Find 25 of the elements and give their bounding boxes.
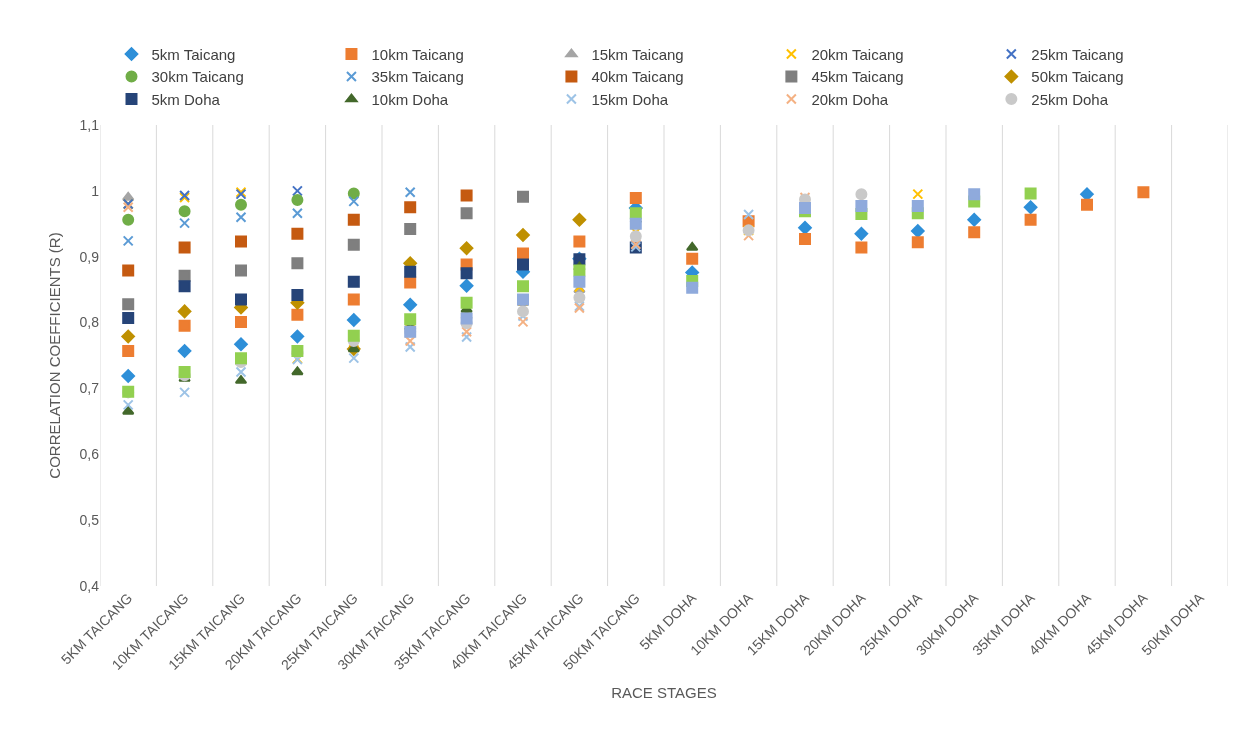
legend-label: 10km Taicang [371, 45, 464, 63]
legend-label: 5km Doha [151, 90, 221, 108]
legend-label: 15km Doha [591, 90, 669, 108]
y-tick-label: 0,9 [79, 248, 100, 265]
y-tick-label: 0,8 [79, 314, 100, 331]
y-tick-label: 0,6 [79, 446, 100, 463]
y-tick-label: 0,4 [79, 577, 100, 594]
y-tick-label: 0,7 [79, 380, 100, 397]
legend-label: 5km Taicang [151, 45, 236, 63]
legend-label: 15km Taicang [591, 45, 684, 63]
legend-label: 45km Taicang [811, 68, 904, 86]
legend-label: 30km Taicang [151, 68, 244, 86]
legend-label: 20km Taicang [811, 45, 904, 63]
y-tick-label: 1 [91, 182, 100, 199]
legend-label: 40km Taicang [591, 68, 684, 86]
legend-label: 25km Doha [1031, 90, 1109, 108]
x-axis-title: RACE STAGES [611, 683, 717, 701]
legend-label: 25km Taicang [1031, 45, 1124, 63]
y-tick-label: 0,5 [79, 512, 100, 529]
y-axis-title: CORRELATION COEFFICIENTS (R) [45, 232, 63, 479]
legend-label: 10km Doha [371, 90, 449, 108]
legend-label: 50km Taicang [1031, 68, 1124, 86]
legend-label: 35km Taicang [371, 68, 464, 86]
y-tick-label: 1,1 [79, 116, 100, 133]
legend-label: 20km Doha [811, 90, 889, 108]
